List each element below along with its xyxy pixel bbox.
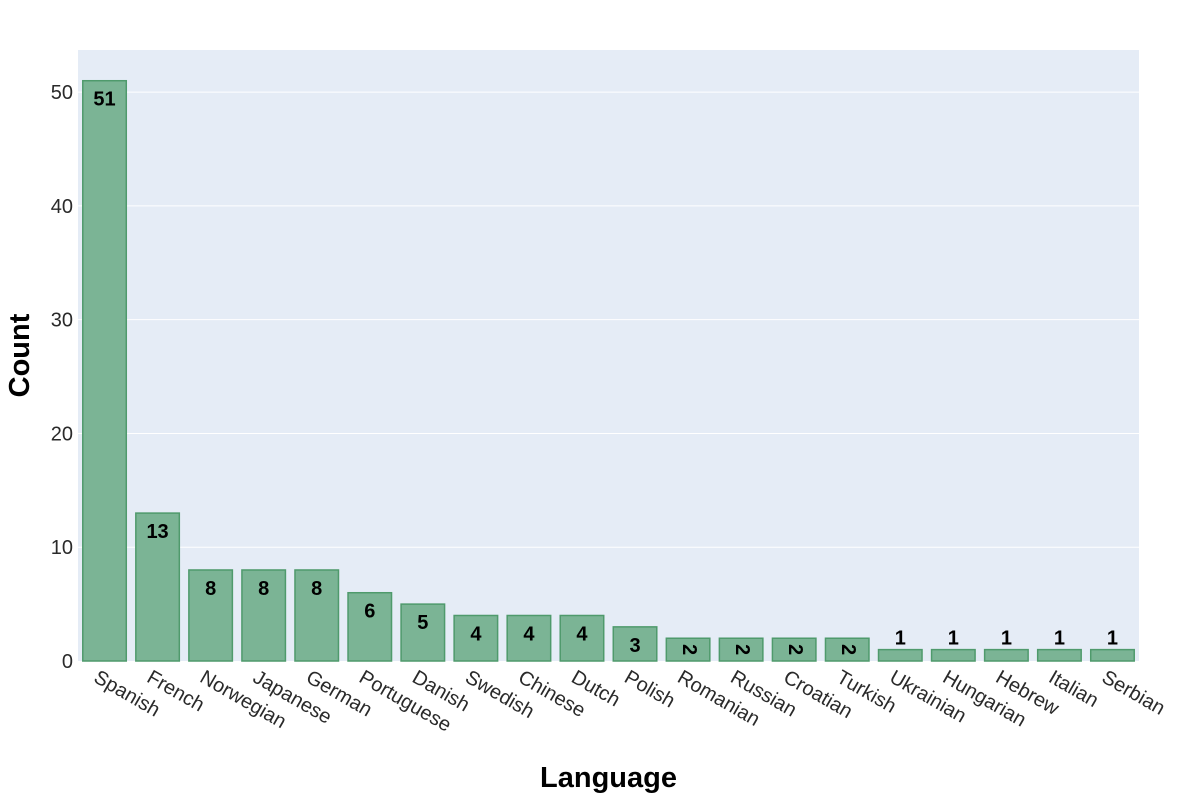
x-axis-ticks: SpanishFrenchNorwegianJapaneseGermanPort… [90,666,1169,736]
bar-german [294,569,340,662]
gridlines [78,91,1139,548]
bar-value-label: 8 [258,578,269,600]
bar-value-label: 1 [1054,628,1065,650]
bars [82,79,1135,662]
plot-background [78,50,1139,661]
bar-hungarian [930,648,976,662]
bar-hebrew [983,648,1029,662]
y-tick-label: 30 [51,310,73,332]
bar-value-label: 8 [205,578,216,600]
bar-value-label: 3 [629,635,640,657]
bar-value-label: 2 [784,644,806,655]
bar-value-label: 1 [1001,628,1012,650]
bar-norwegian [188,569,234,662]
bar-value-label: 1 [948,628,959,650]
bar-spanish [82,79,128,662]
bar-chinese [506,614,552,662]
bar-value-label: 51 [93,89,115,111]
bar-italian [1036,648,1082,662]
bar-value-label: 5 [417,612,428,634]
bar-labels: 51 13 8 8 8 6 5 4 4 4 3 2 2 2 2 1 1 1 1 1 [93,89,1118,657]
bar-turkish [824,637,870,662]
y-tick-label: 50 [51,82,73,104]
y-tick-label: 10 [51,537,73,559]
y-axis-ticks: 0 10 20 30 40 50 [51,82,73,673]
x-tick-label: Serbian [1098,666,1169,720]
bar-portuguese [347,591,393,662]
bar-value-label: 1 [895,628,906,650]
bar-value-label: 6 [364,601,375,623]
bar-polish [612,626,658,662]
bar-danish [400,603,446,662]
bar-croatian [771,637,817,662]
bar-ukrainian [877,648,923,662]
bar-value-label: 8 [311,578,322,600]
bar-value-label: 4 [576,623,588,645]
bar-value-label: 2 [678,644,700,655]
y-tick-label: 40 [51,196,73,218]
bar-value-label: 4 [523,623,535,645]
bar-value-label: 2 [837,644,859,655]
bar-value-label: 4 [470,623,482,645]
bar-value-label: 13 [146,521,168,543]
x-axis-title: Language [540,762,677,794]
bar-value-label: 2 [731,644,753,655]
bar-french [135,512,181,662]
bar-swedish [453,614,499,662]
bar-romanian [665,637,711,662]
y-axis-title: Count [4,313,36,397]
bar-japanese [241,569,287,662]
bar-value-label: 1 [1107,628,1118,650]
bar-russian [718,637,764,662]
bar-serbian [1089,648,1135,662]
x-tick-label: Polish [621,666,679,712]
bar-dutch [559,614,605,662]
y-tick-label: 0 [62,651,73,673]
y-tick-label: 20 [51,423,73,445]
